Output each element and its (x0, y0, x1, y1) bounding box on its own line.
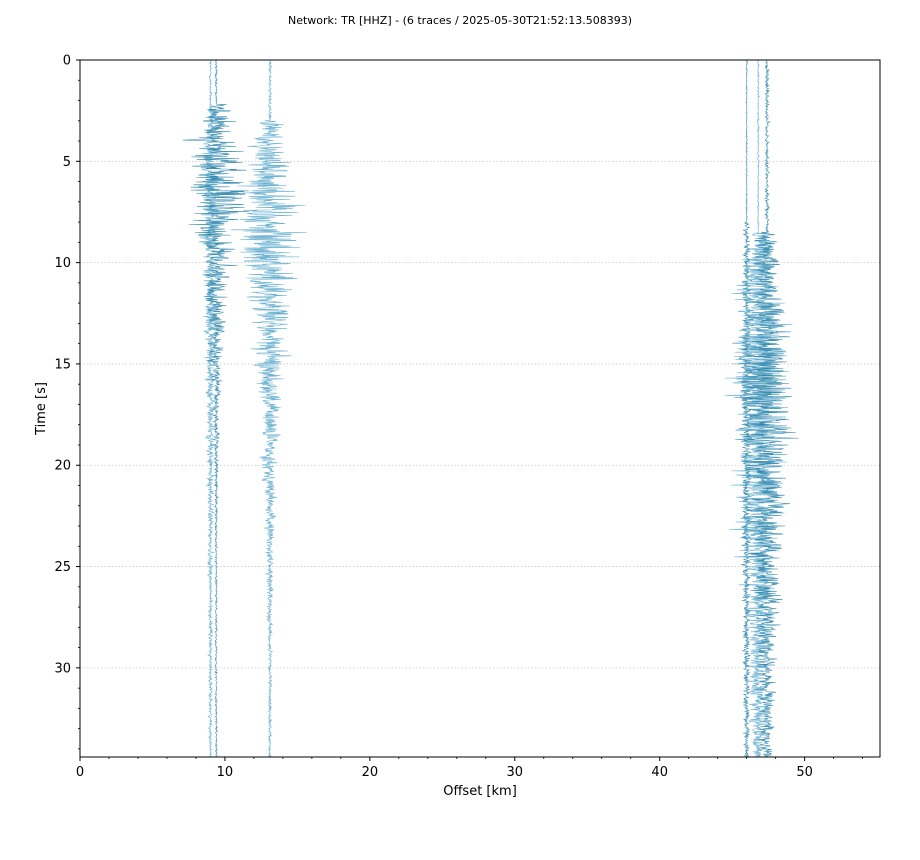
y-tick-label: 30 (54, 661, 71, 676)
y-tick-label: 15 (54, 357, 71, 372)
seismic-trace-3 (230, 59, 307, 758)
seismic-trace-6 (733, 59, 799, 758)
y-axis: 0 5 10 15 20 25 30 (54, 54, 80, 750)
x-tick-label: 20 (362, 765, 379, 780)
chart-title: Network: TR [HHZ] - (6 traces / 2025-05-… (288, 14, 632, 27)
seismic-trace-4 (738, 59, 756, 758)
y-tick-label: 10 (54, 256, 71, 271)
y-axis-label: Time [s] (34, 382, 49, 436)
seismic-trace-5 (724, 59, 793, 758)
x-tick-label: 50 (796, 765, 813, 780)
x-tick-label: 0 (76, 765, 84, 780)
y-tick-label: 0 (63, 54, 71, 69)
traces (182, 59, 799, 758)
y-tick-label: 20 (54, 459, 71, 474)
x-tick-label: 40 (651, 765, 668, 780)
x-tick-label: 10 (217, 765, 234, 780)
x-tick-label: 30 (507, 765, 524, 780)
x-axis: 0 10 20 30 40 50 (76, 757, 864, 780)
x-axis-label: Offset [km] (443, 784, 517, 799)
y-tick-label: 5 (63, 155, 71, 170)
y-tick-label: 25 (54, 560, 71, 575)
plot-frame (79, 59, 881, 758)
seismic-trace-2 (182, 59, 250, 758)
